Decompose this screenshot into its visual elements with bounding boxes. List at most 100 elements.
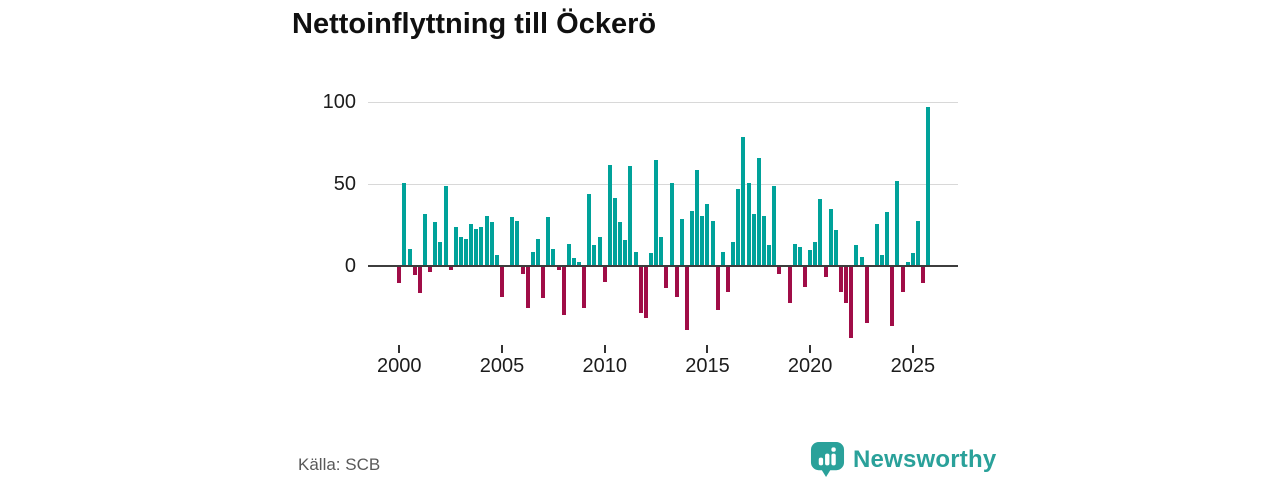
bar-quarter-2025-q1 bbox=[910, 253, 915, 265]
newsworthy-logo-text: Newsworthy bbox=[853, 446, 997, 473]
x-axis-zero-line bbox=[368, 265, 958, 267]
bar-quarter-2021-q2 bbox=[833, 230, 838, 265]
bar-quarter-2001-q2 bbox=[422, 214, 427, 265]
bar-quarter-2009-q3 bbox=[592, 245, 597, 265]
bar-quarter-2020-q4 bbox=[823, 267, 828, 277]
bar-quarter-2009-q4 bbox=[597, 237, 602, 265]
bar-quarter-2018-q3 bbox=[777, 267, 782, 274]
bar-quarter-2016-q4 bbox=[741, 136, 746, 265]
bar-quarter-2012-q4 bbox=[659, 237, 664, 265]
x-axis-label-2025: 2025 bbox=[890, 355, 936, 377]
bar-quarter-2004-q2 bbox=[484, 215, 489, 265]
source-label: Källa: SCB bbox=[298, 455, 381, 474]
bar-quarter-2019-q4 bbox=[803, 267, 808, 287]
bar-quarter-2011-q2 bbox=[628, 166, 633, 265]
bar-quarter-2004-q4 bbox=[494, 255, 499, 265]
bar-quarter-2013-q1 bbox=[664, 267, 669, 289]
bar-quarter-2006-q1 bbox=[520, 267, 525, 274]
x-axis-label-2010: 2010 bbox=[582, 355, 627, 377]
bar-quarter-2015-q2 bbox=[710, 220, 715, 265]
bar-quarter-2024-q3 bbox=[900, 267, 905, 292]
newsworthy-logo: Newsworthy bbox=[810, 441, 996, 479]
bar-quarter-2011-q1 bbox=[623, 240, 628, 265]
bar-quarter-2025-q3 bbox=[921, 267, 926, 284]
bar-quarter-2014-q1 bbox=[684, 267, 689, 330]
bar-quarter-2020-q1 bbox=[808, 250, 813, 265]
x-axis-tick-2005 bbox=[501, 345, 504, 353]
bar-quarter-2009-q1 bbox=[582, 267, 587, 309]
bar-quarter-2021-q1 bbox=[828, 209, 833, 265]
bar-quarter-2000-q2 bbox=[402, 182, 407, 265]
chart-title: Nettoinflyttning till Öckerö bbox=[292, 8, 657, 40]
bar-quarter-2017-q1 bbox=[746, 182, 751, 265]
bar-quarter-2018-q1 bbox=[767, 245, 772, 265]
bar-quarter-2016-q2 bbox=[731, 241, 736, 265]
bar-quarter-2022-q3 bbox=[859, 256, 864, 265]
bar-quarter-2013-q2 bbox=[669, 182, 674, 265]
newsworthy-logo-icon bbox=[810, 442, 845, 478]
bar-quarter-2023-q2 bbox=[874, 223, 879, 265]
bar-quarter-2007-q4 bbox=[556, 267, 561, 271]
bar-quarter-2007-q1 bbox=[541, 267, 546, 299]
bar-quarter-2003-q4 bbox=[474, 228, 479, 265]
bar-quarter-2007-q2 bbox=[546, 217, 551, 265]
bar-quarter-2002-q2 bbox=[443, 186, 448, 265]
bar-quarter-2023-q3 bbox=[880, 255, 885, 265]
bar-quarter-2006-q3 bbox=[530, 251, 535, 265]
bar-quarter-2012-q1 bbox=[643, 267, 648, 318]
gridline-50 bbox=[368, 183, 958, 185]
bar-quarter-2025-q2 bbox=[916, 220, 921, 265]
bar-quarter-2005-q1 bbox=[500, 267, 505, 297]
bar-quarter-2008-q2 bbox=[566, 243, 571, 265]
bar-quarter-2018-q2 bbox=[772, 186, 777, 265]
bar-quarter-2017-q2 bbox=[751, 214, 756, 265]
bar-quarter-2013-q4 bbox=[679, 218, 684, 265]
bar-quarter-2001-q1 bbox=[417, 267, 422, 294]
bar-quarter-2016-q1 bbox=[726, 267, 730, 292]
bar-quarter-2008-q3 bbox=[571, 258, 576, 265]
bar-quarter-2003-q3 bbox=[469, 223, 474, 265]
x-axis-tick-2020 bbox=[809, 345, 812, 353]
bar-quarter-2004-q3 bbox=[489, 222, 494, 265]
bar-quarter-2024-q4 bbox=[905, 261, 910, 265]
bar-quarter-2006-q4 bbox=[535, 238, 540, 265]
x-axis-label-2005: 2005 bbox=[479, 355, 525, 377]
bar-quarter-2021-q4 bbox=[844, 267, 849, 304]
bar-quarter-2010-q3 bbox=[613, 197, 617, 265]
x-axis-label-2020: 2020 bbox=[787, 355, 833, 377]
bar-quarter-2012-q2 bbox=[648, 253, 653, 265]
x-axis-tick-2000 bbox=[398, 345, 401, 353]
bar-quarter-2011-q3 bbox=[633, 251, 638, 265]
y-axis-label-50: 50 bbox=[333, 172, 356, 195]
bar-quarter-2005-q3 bbox=[510, 217, 515, 265]
x-axis-label-2015: 2015 bbox=[685, 355, 730, 377]
y-axis-label-0: 0 bbox=[344, 255, 356, 277]
gridline-100 bbox=[368, 101, 958, 103]
bar-quarter-2000-q3 bbox=[407, 248, 412, 265]
bar-quarter-2001-q3 bbox=[428, 267, 433, 272]
x-axis-tick-2010 bbox=[603, 345, 606, 353]
bar-quarter-2010-q1 bbox=[602, 267, 607, 282]
bar-quarter-2015-q4 bbox=[720, 251, 725, 265]
y-axis-label-100: 100 bbox=[322, 90, 356, 113]
bar-quarter-2010-q2 bbox=[607, 164, 612, 265]
bar-quarter-2002-q1 bbox=[438, 241, 443, 265]
bar-quarter-2014-q4 bbox=[700, 215, 705, 265]
bar-quarter-2017-q4 bbox=[761, 215, 766, 265]
bar-quarter-2024-q2 bbox=[895, 181, 900, 265]
bar-quarter-2021-q3 bbox=[838, 267, 843, 292]
bar-quarter-2000-q4 bbox=[412, 267, 417, 276]
bar-quarter-2015-q1 bbox=[705, 204, 710, 265]
bar-quarter-2012-q3 bbox=[654, 159, 659, 265]
bar-quarter-2016-q3 bbox=[736, 189, 741, 265]
bar-quarter-2004-q1 bbox=[479, 227, 484, 265]
x-axis-tick-2015 bbox=[706, 345, 709, 353]
bar-quarter-2002-q3 bbox=[448, 267, 453, 271]
bar-quarter-2014-q3 bbox=[695, 169, 700, 265]
x-axis-tick-2025 bbox=[911, 345, 914, 353]
bar-quarter-2015-q3 bbox=[715, 267, 720, 310]
x-axis-label-2000: 2000 bbox=[377, 355, 422, 377]
bar-quarter-2002-q4 bbox=[453, 227, 458, 265]
bar-quarter-2019-q1 bbox=[787, 267, 792, 304]
